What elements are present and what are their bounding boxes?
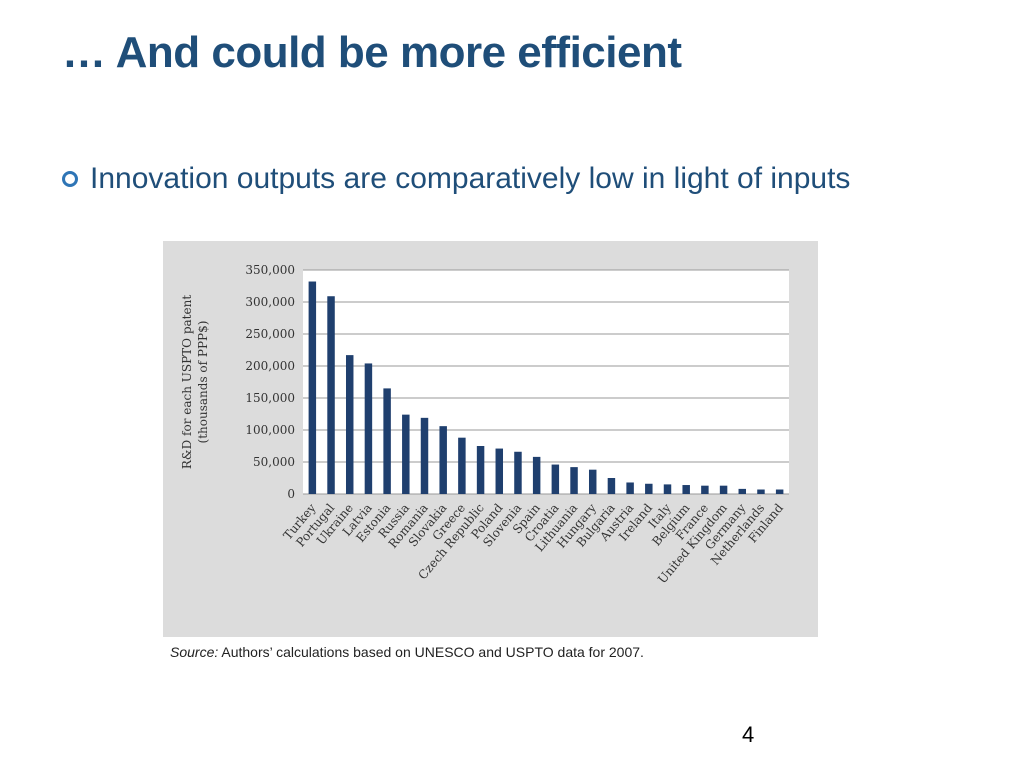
- bar: [532, 456, 541, 494]
- y-axis-title-line: R&D for each USPTO patent: [180, 295, 194, 469]
- bar: [588, 469, 597, 494]
- bullet-text: Innovation outputs are comparatively low…: [90, 162, 851, 195]
- bar: [551, 464, 560, 494]
- source-note: Source: Authors’ calculations based on U…: [170, 644, 644, 660]
- y-tick-label: 50,000: [253, 455, 295, 469]
- bullet-point: Innovation outputs are comparatively low…: [62, 162, 850, 196]
- bar: [402, 414, 410, 494]
- source-label: Source:: [170, 644, 219, 660]
- bar: [775, 489, 784, 494]
- bar: [607, 478, 616, 494]
- bar: [383, 388, 391, 494]
- bar: [476, 446, 485, 494]
- bar: [345, 355, 354, 494]
- bar: [626, 482, 634, 494]
- bar: [701, 485, 709, 494]
- y-tick-label: 150,000: [245, 391, 295, 405]
- chart-panel: 0 50,000 100,000 150,000 200,000 250,000 300,0…: [163, 241, 818, 637]
- bar: [757, 489, 765, 494]
- bar: [308, 281, 317, 494]
- bar: [719, 485, 728, 494]
- bar: [439, 426, 447, 494]
- y-tick-label: 250,000: [245, 327, 295, 341]
- y-tick-label: 300,000: [245, 295, 295, 309]
- y-tick-label: 0: [287, 487, 295, 501]
- plot-area: [303, 270, 789, 494]
- y-axis-title: R&D for each USPTO patent (thousands of P…: [180, 295, 210, 469]
- bullet-ring-icon: [62, 171, 78, 187]
- bar: [327, 296, 335, 494]
- bar: [682, 485, 690, 494]
- page-number: 4: [742, 722, 755, 747]
- slide-title: … And could be more efficient: [62, 28, 682, 77]
- bar: [663, 484, 672, 494]
- y-tick-label: 350,000: [245, 263, 295, 277]
- bar: [738, 488, 747, 494]
- y-axis-title-line: (thousands of PPP$): [196, 321, 210, 444]
- source-text: Authors’ calculations based on UNESCO an…: [218, 644, 644, 660]
- bar: [570, 467, 578, 494]
- y-tick-label: 100,000: [245, 423, 295, 437]
- bar: [458, 437, 466, 494]
- y-tick-label: 200,000: [245, 359, 295, 373]
- bar-chart: 0 50,000 100,000 150,000 200,000 250,000 300,0…: [180, 263, 789, 586]
- bar: [645, 483, 653, 494]
- bar: [364, 363, 373, 494]
- bar: [420, 417, 429, 494]
- bar: [514, 451, 522, 494]
- bar: [495, 448, 504, 494]
